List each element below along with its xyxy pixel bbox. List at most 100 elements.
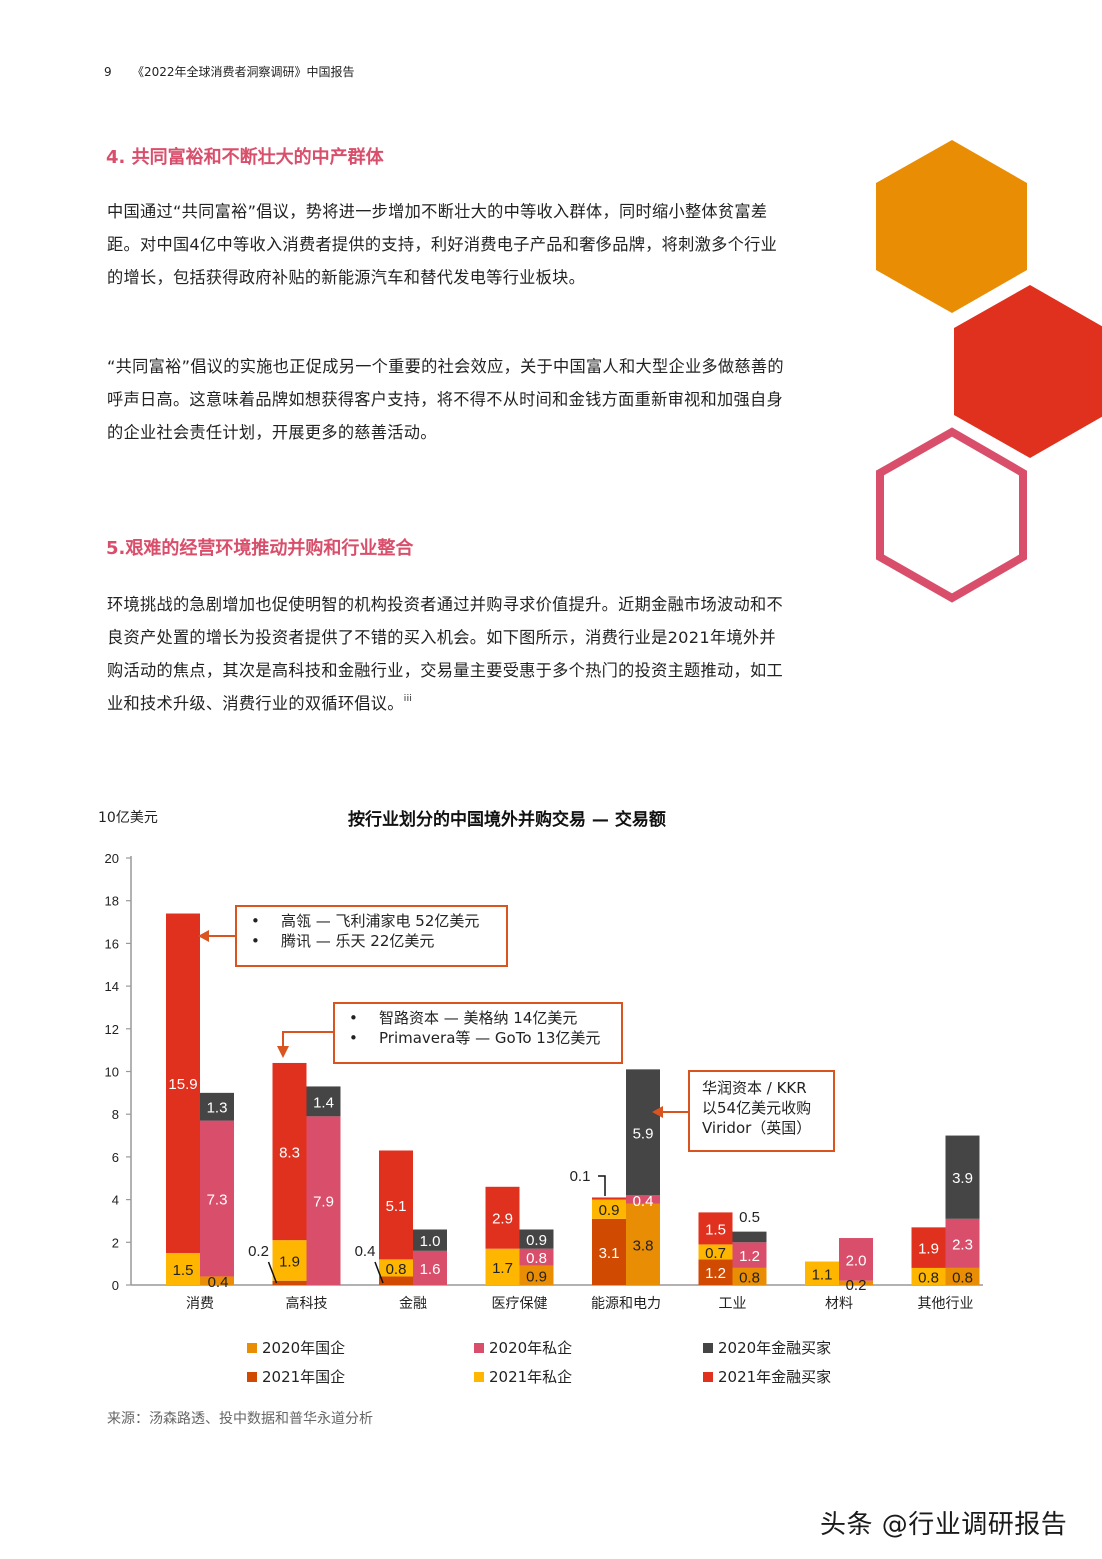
bar-segment <box>805 1261 839 1285</box>
footnote-ref[interactable]: iii <box>403 694 413 704</box>
y-tick-label: 20 <box>105 851 119 866</box>
pink-hexagon-outline-icon <box>876 427 1027 603</box>
bar-value-label: 3.8 <box>633 1237 654 1254</box>
bar-segment <box>272 1062 307 1241</box>
bar-segment <box>732 1242 767 1268</box>
bar-segment <box>945 1218 980 1268</box>
orange-hexagon-icon <box>876 140 1027 313</box>
bar-segment <box>485 1186 520 1249</box>
bar-segment <box>732 1267 767 1285</box>
bar-value-label: 0.5 <box>739 1209 760 1226</box>
legend-label: 2021年金融买家 <box>718 1368 832 1386</box>
arrowhead-icon <box>198 930 209 942</box>
callout-energy-line-2: 以54亿美元收购 <box>702 1099 812 1117</box>
y-tick-label: 6 <box>112 1150 119 1165</box>
bar-segment <box>485 1248 520 1285</box>
bar-segment <box>626 1069 660 1196</box>
bar-value-label: 0.8 <box>386 1261 407 1278</box>
y-tick-label: 4 <box>112 1193 119 1208</box>
bar-segment <box>626 1203 660 1285</box>
section-5-title: 5.艰难的经营环境推动并购和行业整合 <box>106 538 414 559</box>
bar-segment <box>592 1197 626 1200</box>
callout-consumer-line-1: 高瓴 — 飞利浦家电 52亿美元 <box>251 911 496 931</box>
legend-label: 2020年国企 <box>262 1339 346 1357</box>
bar-segment <box>698 1259 733 1285</box>
bar-value-label: 0.7 <box>705 1245 726 1262</box>
bar-segment <box>272 1280 307 1285</box>
legend-item: 2020年私企 <box>474 1337 572 1358</box>
bar-segment <box>592 1199 626 1219</box>
bar-segment <box>379 1259 413 1277</box>
bar-value-label: 1.9 <box>279 1253 300 1270</box>
bar-value-label: 5.1 <box>386 1198 407 1215</box>
bar-segment <box>519 1265 554 1285</box>
bar-value-label: 0.9 <box>526 1268 547 1285</box>
running-header: 9 《2022年全球消费者洞察调研》中国报告 <box>104 63 355 80</box>
legend-item: 2021年私企 <box>474 1366 572 1387</box>
bar-segment <box>945 1135 980 1219</box>
bar-segment <box>945 1267 980 1285</box>
y-tick-label: 14 <box>105 979 119 994</box>
y-tick-label: 2 <box>112 1235 119 1250</box>
bar-segment <box>592 1218 626 1285</box>
bar-segment <box>379 1276 413 1285</box>
bar-value-label: 0.9 <box>526 1232 547 1249</box>
callout-arrow <box>282 1031 333 1048</box>
chart-y-unit: 10亿美元 <box>98 810 158 826</box>
bar-segment <box>166 913 200 1253</box>
section-5-text: 环境挑战的急剧增加也促使明智的机构投资者通过并购寻求价值提升。近期金融市场波动和… <box>107 595 783 713</box>
x-category-label: 能源和电力 <box>591 1296 661 1312</box>
bar-value-label: 0.8 <box>739 1269 760 1286</box>
bar-value-label: 1.2 <box>739 1248 760 1265</box>
bar-value-label: 5.9 <box>633 1125 654 1142</box>
bar-value-label: 1.2 <box>705 1265 726 1282</box>
legend-label: 2021年国企 <box>262 1368 346 1386</box>
callout-hightech: 智路资本 — 美格纳 14亿美元Primavera等 — GoTo 13亿美元 <box>333 1002 623 1064</box>
bar-segment <box>519 1248 554 1266</box>
bar-segment <box>379 1150 413 1260</box>
chart-title: 按行业划分的中国境外并购交易 — 交易额 <box>348 810 666 830</box>
arrowhead-icon <box>277 1046 289 1058</box>
callout-consumer: 高瓴 — 飞利浦家电 52亿美元腾讯 — 乐天 22亿美元 <box>235 905 508 967</box>
legend-swatch-icon <box>703 1342 713 1353</box>
legend-label: 2021年私企 <box>489 1368 573 1386</box>
bar-segment <box>200 1276 234 1285</box>
bar-value-label: 0.4 <box>355 1243 376 1260</box>
callout-energy: 华润资本 / KKR 以54亿美元收购 Viridor（英国） <box>688 1070 835 1152</box>
bar-value-label: 7.3 <box>207 1192 228 1209</box>
section-4-title: 4. 共同富裕和不断壮大的中产群体 <box>106 147 384 168</box>
bar-value-label: 0.8 <box>918 1269 939 1286</box>
bar-segment <box>732 1231 767 1243</box>
callout-consumer-line-2: 腾讯 — 乐天 22亿美元 <box>251 931 496 951</box>
bar-segment <box>413 1229 447 1251</box>
x-category-label: 其他行业 <box>918 1296 974 1312</box>
bar-segment <box>166 1252 200 1285</box>
legend-label: 2020年私企 <box>489 1339 573 1357</box>
bar-value-label: 2.9 <box>492 1211 513 1228</box>
legend-swatch-icon <box>247 1342 257 1353</box>
bar-value-label: 0.4 <box>208 1274 229 1291</box>
legend-item: 2021年金融买家 <box>703 1366 831 1387</box>
bar-segment <box>413 1250 447 1285</box>
bar-segment <box>839 1238 873 1281</box>
x-category-label: 金融 <box>399 1296 427 1312</box>
bar-segment <box>698 1212 733 1245</box>
report-title: 《2022年全球消费者洞察调研》中国报告 <box>132 65 355 79</box>
leader-line <box>267 1261 278 1284</box>
bar-value-label: 15.9 <box>168 1076 197 1093</box>
bar-segment <box>519 1229 554 1249</box>
y-tick-label: 0 <box>112 1278 119 1293</box>
bar-value-label: 0.8 <box>952 1269 973 1286</box>
x-category-label: 消费 <box>186 1296 214 1312</box>
bar-segment <box>911 1227 946 1268</box>
y-tick-label: 8 <box>112 1107 119 1122</box>
bar-value-label: 1.7 <box>492 1260 513 1277</box>
bar-value-label: 3.9 <box>952 1170 973 1187</box>
callout-hightech-line-2: Primavera等 — GoTo 13亿美元 <box>349 1028 611 1048</box>
legend-swatch-icon <box>474 1342 484 1353</box>
legend-item: 2020年国企 <box>247 1337 345 1358</box>
y-tick-label: 16 <box>105 936 119 951</box>
callout-energy-line-3: Viridor（英国） <box>702 1119 812 1137</box>
bar-segment <box>200 1120 234 1277</box>
leader-line <box>374 1261 384 1284</box>
